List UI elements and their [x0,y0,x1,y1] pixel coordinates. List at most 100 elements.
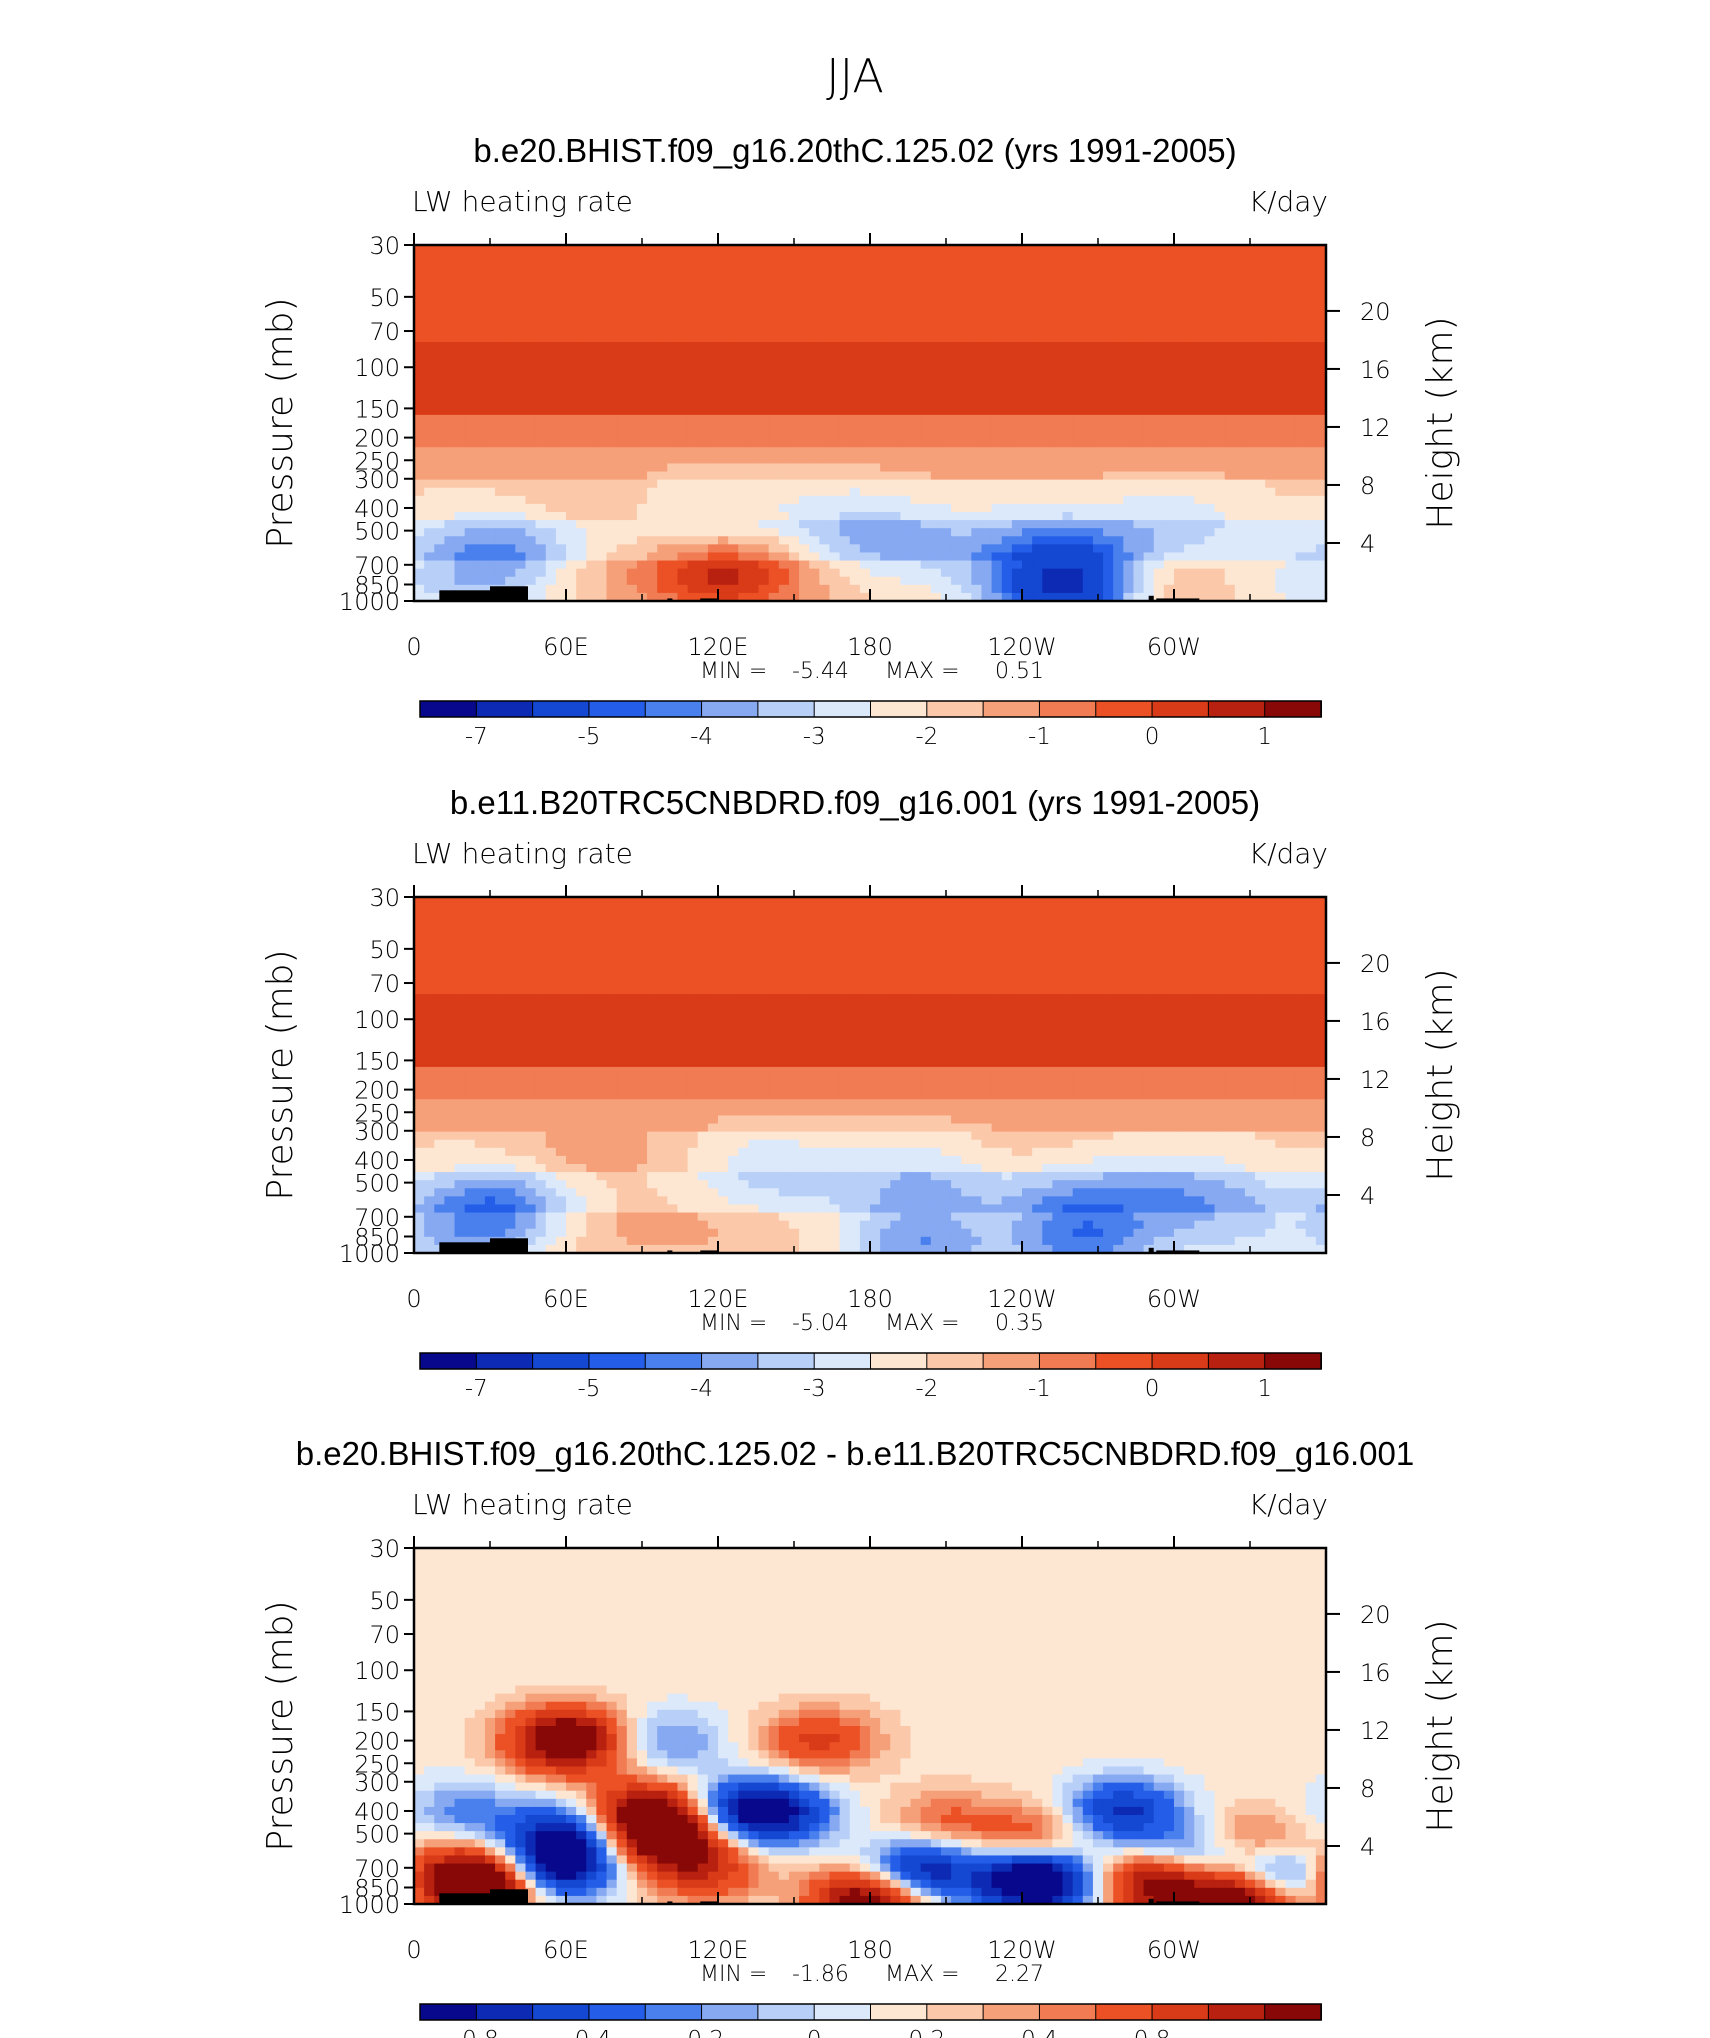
field-cell [880,439,891,448]
field-cell [444,447,456,456]
field-cell [1052,961,1064,971]
field-cell [768,479,780,489]
field-cell [1052,552,1064,562]
field-cell [434,945,445,955]
field-cell [728,568,739,578]
field-cell [1234,969,1246,979]
field-cell [778,342,790,351]
field-cell [839,576,851,586]
field-cell [515,905,527,914]
field-cell [1103,961,1114,971]
field-cell [1204,382,1216,392]
field-cell [910,560,922,570]
field-cell [1011,897,1023,906]
field-cell [1234,285,1246,295]
field-cell [647,905,658,914]
field-cell [1133,463,1145,473]
colorbar-swatch [1038,700,1097,718]
field-cell [1265,961,1276,971]
field-cell [778,953,790,963]
field-cell [1224,245,1236,254]
field-cell [788,358,800,367]
field-cell [1062,431,1074,440]
field-cell [1143,293,1155,303]
field-cell [738,334,749,343]
field-cell [910,423,922,432]
field-cell [1244,406,1256,416]
field-cell [1194,552,1205,562]
field-cell [1305,325,1317,335]
field-cell [788,414,800,424]
field-cell [464,382,476,392]
field-cell [728,358,739,367]
field-cell [940,414,952,424]
field-cell [768,528,780,537]
field-cell [596,325,608,335]
field-cell [1092,921,1104,930]
field-cell [566,905,577,914]
field-cell [1001,382,1013,392]
field-cell [1082,913,1094,922]
field-cell [495,455,506,465]
field-cell [1062,374,1074,384]
field-cell [657,245,668,254]
field-cell [788,528,800,537]
field-cell [707,374,719,384]
field-cell [535,358,547,367]
field-cell [576,245,587,254]
field-cell [636,584,648,594]
field-cell [535,576,547,586]
field-cell [900,455,912,465]
field-cell [890,342,901,351]
field-cell [1194,293,1205,303]
field-cell [1255,487,1266,497]
field-cell [1204,366,1216,376]
field-cell [697,479,709,489]
field-cell [1265,439,1276,448]
field-cell [1153,945,1165,955]
field-cell [464,325,476,335]
field-cell [799,285,810,295]
field-cell [1244,905,1256,914]
field-cell [758,439,770,448]
field-cell [707,261,719,270]
field-cell [1295,317,1307,327]
field-cell [1163,969,1175,979]
field-cell [454,520,466,529]
field-cell [606,953,618,963]
field-cell [667,552,679,562]
field-cell [839,560,851,570]
field-cell [1174,945,1185,955]
field-cell [1103,897,1114,906]
field-cell [768,406,780,416]
field-cell [951,921,962,930]
field-cell [951,423,962,432]
field-cell [525,374,537,384]
field-cell [1011,568,1023,578]
field-cell [1143,431,1155,440]
field-cell [859,423,871,432]
field-cell [626,398,638,408]
field-cell [707,366,719,376]
field-cell [1052,398,1064,408]
field-cell [667,479,679,489]
field-cell [1265,921,1276,930]
field-cell [1194,374,1205,384]
field-cell [1133,350,1145,359]
field-cell [1113,253,1124,262]
field-cell [951,325,962,335]
field-cell [1011,358,1023,367]
field-cell [971,520,983,529]
field-cell [981,342,993,351]
field-cell [495,512,506,521]
field-cell [1052,334,1064,343]
field-cell [849,285,861,295]
field-cell [1153,520,1165,529]
field-cell [677,905,689,914]
field-cell [971,552,983,562]
field-cell [890,528,901,537]
field-cell [758,309,770,319]
field-cell [1032,334,1043,343]
field-cell [859,439,871,448]
field-cell [424,358,435,367]
